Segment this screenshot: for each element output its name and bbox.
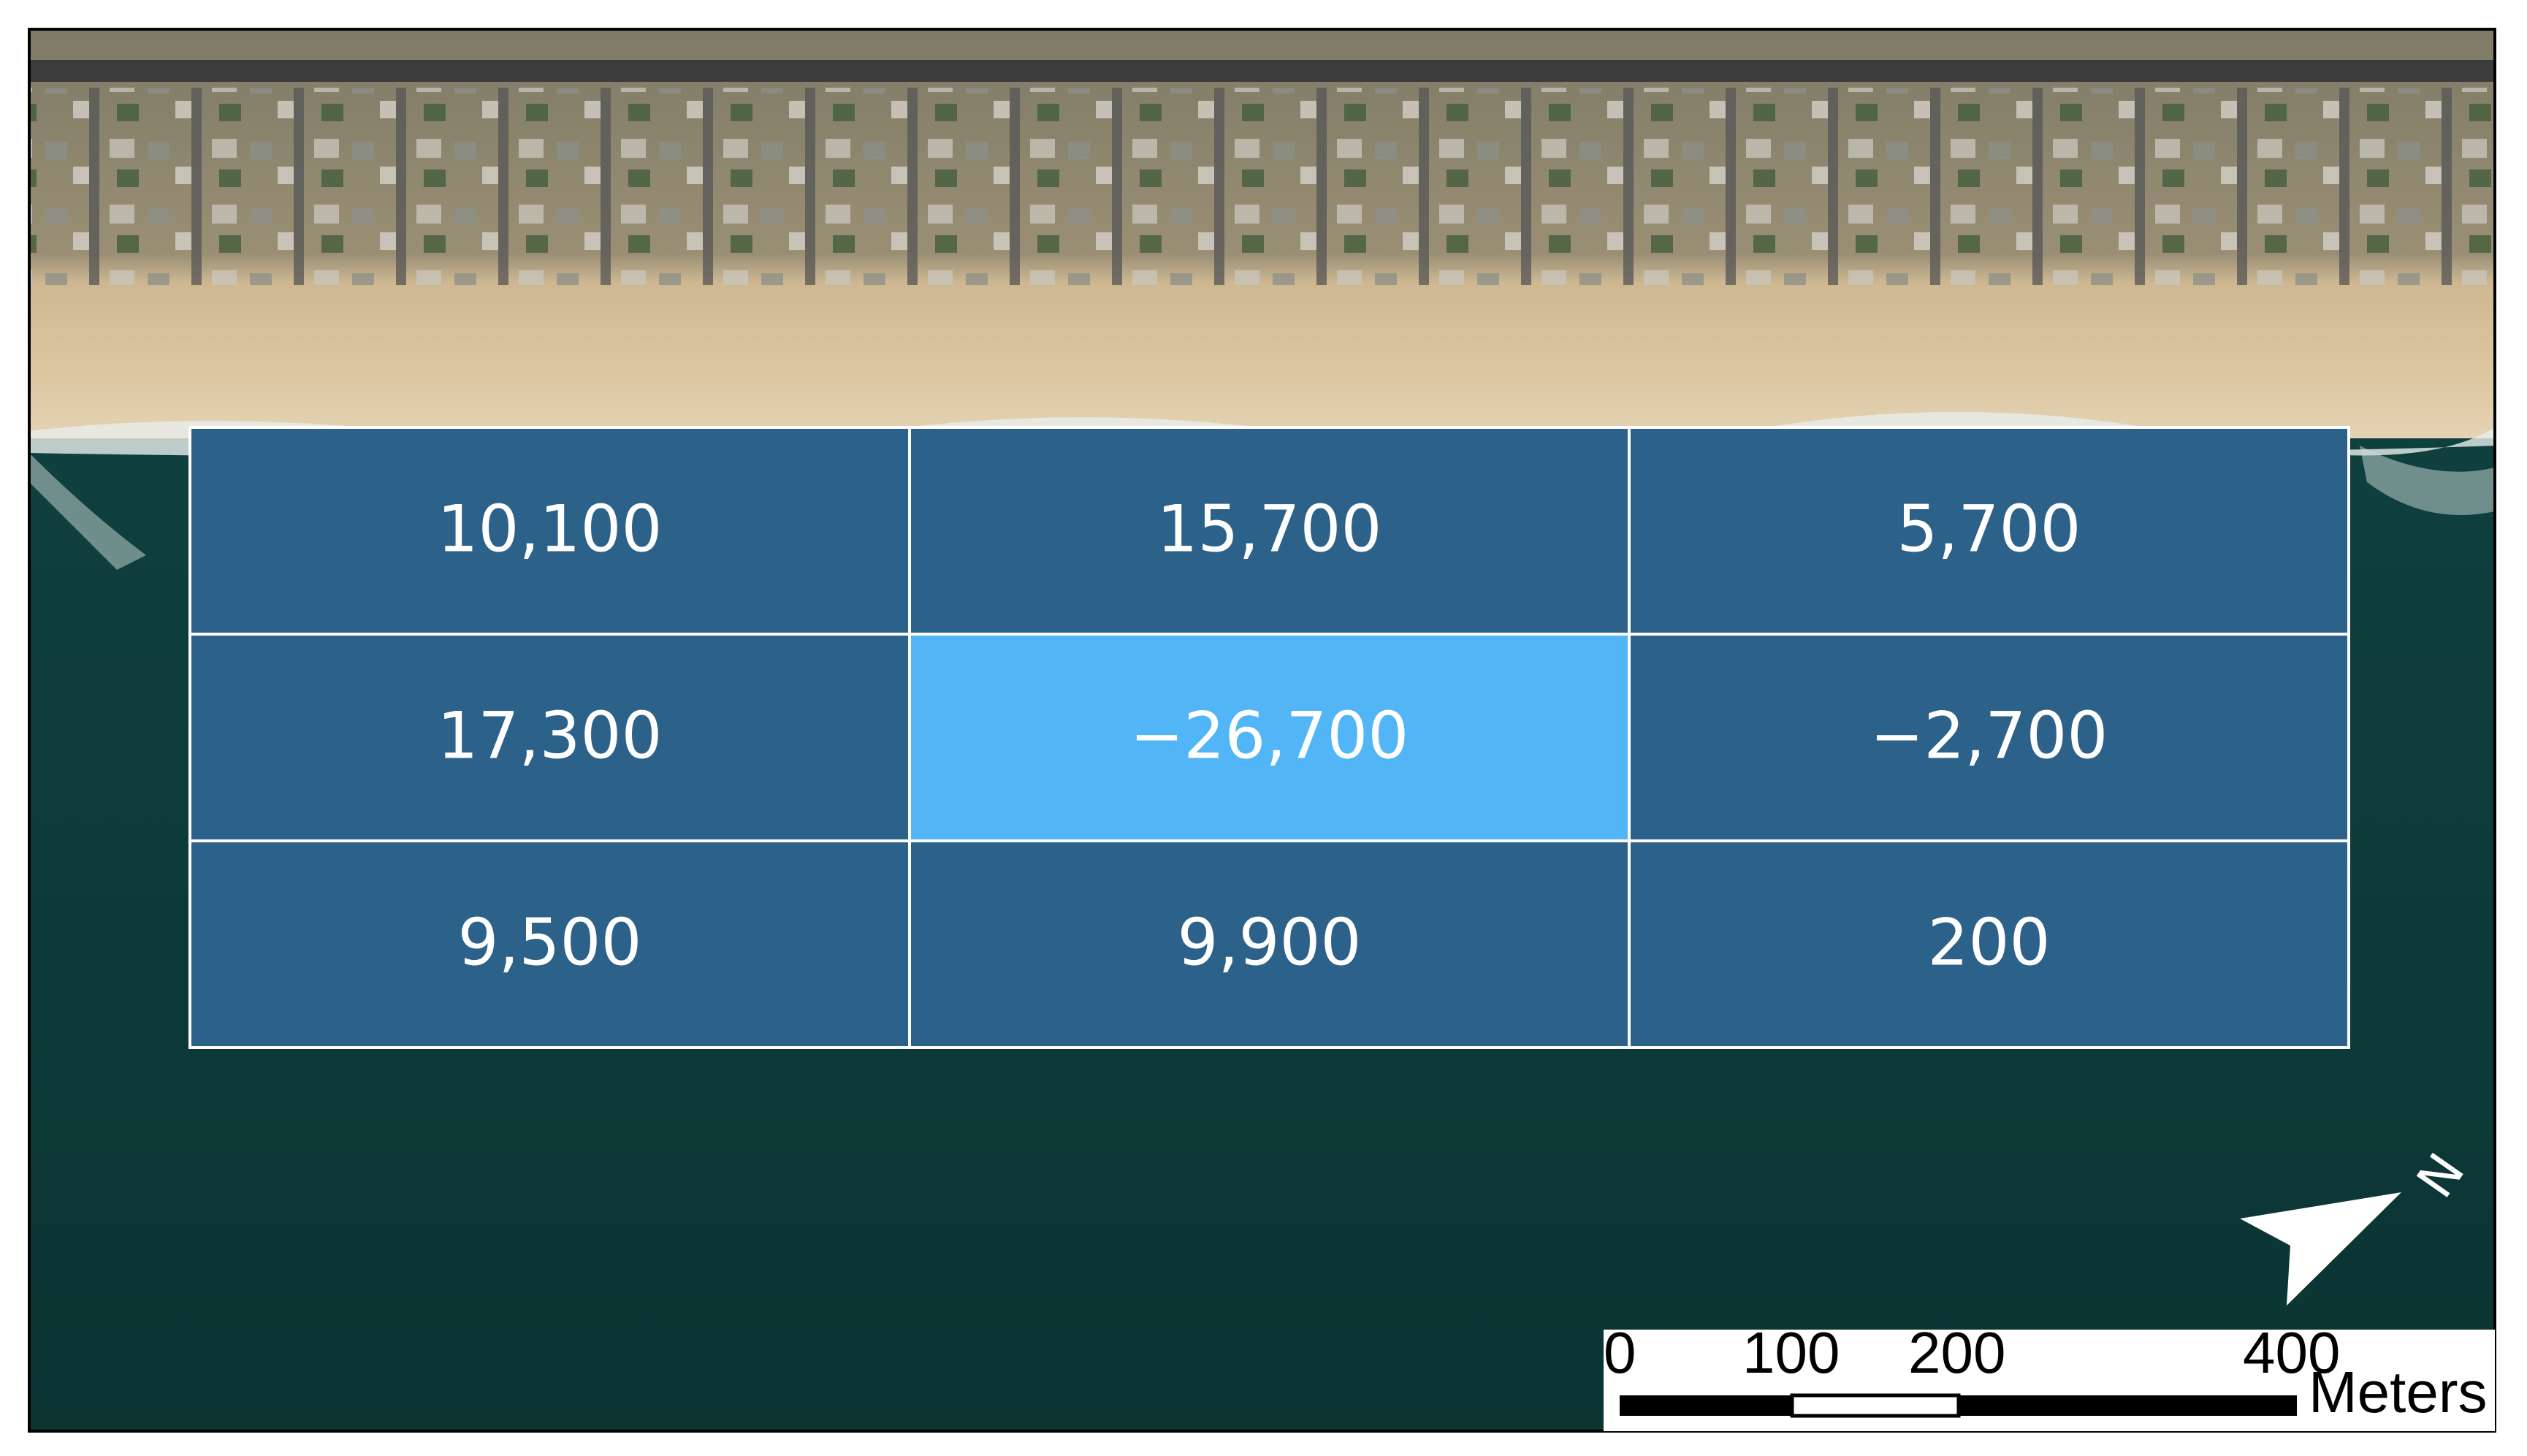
grid-cell <box>908 633 1631 842</box>
cell-value: 15,700 <box>1157 491 1382 566</box>
grid-cell <box>188 633 911 842</box>
cell-value: 9,900 <box>1178 904 1362 980</box>
scale-label: 200 <box>1908 1320 2005 1385</box>
value-grid: 10,100 15,700 5,700 17,300 −26,700 −2,700 9,50… <box>188 426 2350 1049</box>
cell-value: 9,500 <box>458 904 642 980</box>
cell-value: 5,700 <box>1897 491 2081 566</box>
cell-value: 10,100 <box>438 491 663 566</box>
cell-value: −2,700 <box>1870 698 2108 773</box>
grid-cell <box>188 426 911 636</box>
north-arrow-shape <box>2240 1192 2401 1306</box>
map-frame <box>28 28 2496 1433</box>
scale-bar: 0 100 200 400 Meters <box>1604 1320 2495 1431</box>
scale-segment <box>1790 1393 1961 1418</box>
grid-cell <box>1628 633 2350 842</box>
cell-value: 200 <box>1928 904 2051 980</box>
scale-label: 100 <box>1742 1320 1840 1385</box>
scale-segment <box>1620 1395 1792 1416</box>
cell-value: −26,700 <box>1130 698 1409 773</box>
grid-cell <box>1628 426 2350 636</box>
grid-cell <box>1628 839 2350 1049</box>
cell-value: 17,300 <box>438 698 663 773</box>
scale-label: 400 <box>2243 1320 2340 1385</box>
scale-segment <box>1959 1395 2297 1416</box>
grid-cell <box>188 839 911 1049</box>
scale-label: 0 <box>1604 1320 1636 1385</box>
scale-unit: Meters <box>2309 1360 2488 1425</box>
